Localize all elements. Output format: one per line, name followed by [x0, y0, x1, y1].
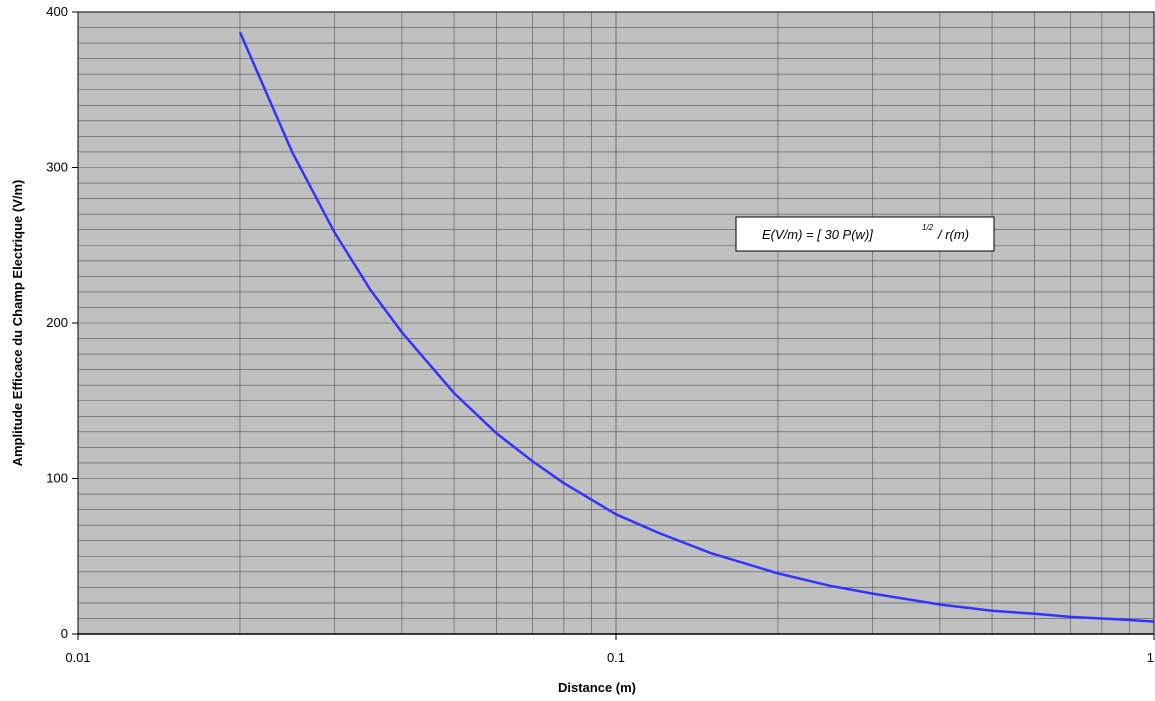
x-tick-label: 0.01	[65, 650, 90, 665]
formula-main: E(V/m) = [ 30 P(w)]	[762, 227, 873, 242]
y-tick-label: 200	[46, 315, 68, 330]
y-tick-label: 0	[61, 626, 68, 641]
y-tick-label: 400	[46, 4, 68, 19]
formula-annotation: E(V/m) = [ 30 P(w)] 1/2 / r(m)	[735, 216, 995, 252]
y-axis-ticks: 0 100 200 300 400	[46, 4, 78, 641]
x-tick-label: 1	[1147, 650, 1154, 665]
y-axis-label: Amplitude Efficace du Champ Electrique (…	[10, 180, 25, 467]
x-tick-label: 0.1	[607, 650, 625, 665]
grid	[78, 12, 1154, 634]
y-tick-label: 100	[46, 471, 68, 486]
series-line	[238, 31, 1155, 623]
y-tick-label: 300	[46, 160, 68, 175]
x-axis-ticks: 0.01 0.1 1	[65, 634, 1155, 665]
formula-tail: / r(m)	[937, 227, 969, 242]
formula-superscript: 1/2	[922, 223, 934, 232]
x-axis-label: Distance (m)	[558, 680, 636, 695]
